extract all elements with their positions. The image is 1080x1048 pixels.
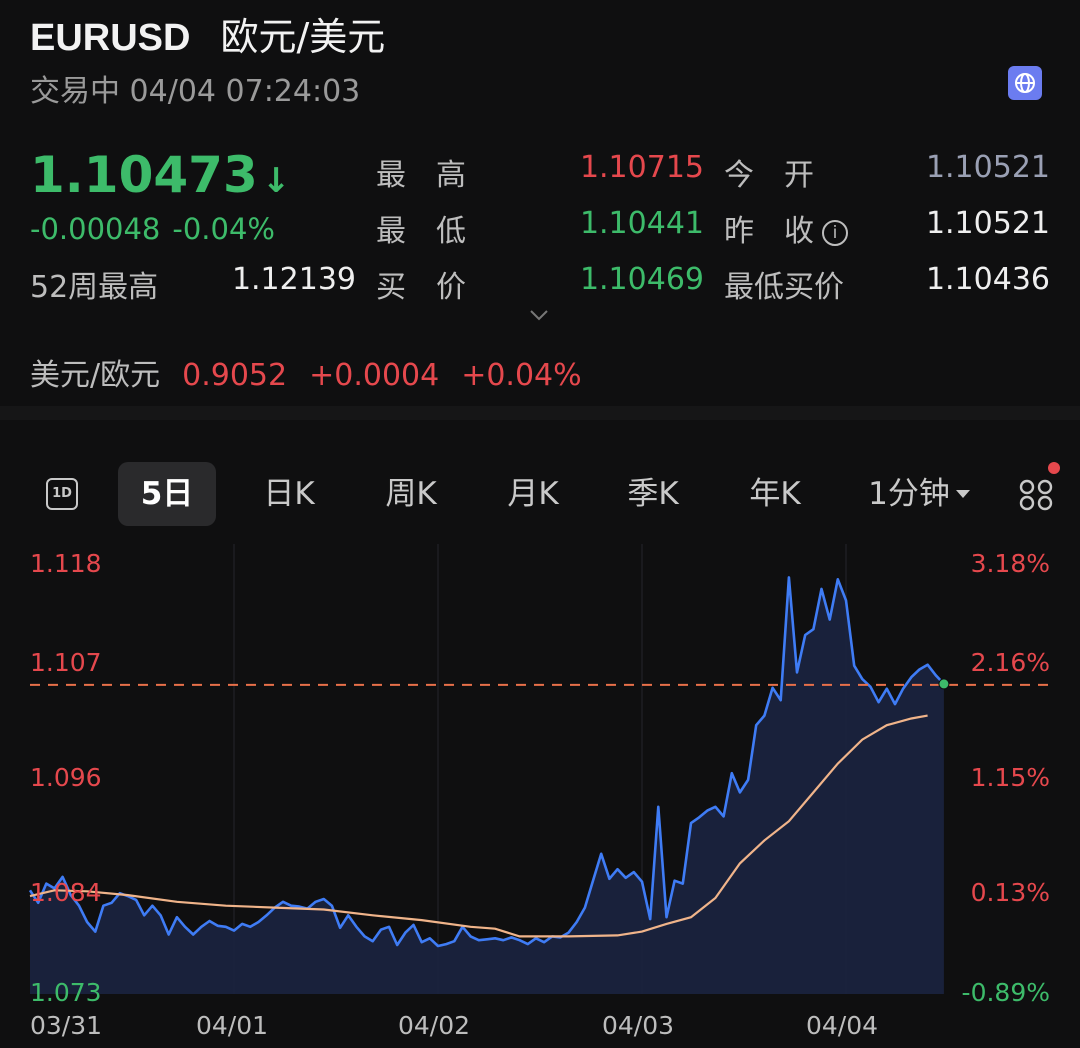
min-bid-value: 1.10436 <box>925 262 1050 297</box>
low-value: 1.10441 <box>579 206 704 241</box>
change-value: -0.00048 <box>30 212 161 246</box>
open-value: 1.10521 <box>925 150 1050 185</box>
last-price: 1.10473 ↓ <box>30 146 290 204</box>
price-area-fill <box>30 577 944 994</box>
instrument-title: EURUSD 欧元/美元 <box>30 6 385 61</box>
instrument-name: 欧元/美元 <box>220 15 386 59</box>
right-axis-tick: 2.16% <box>971 648 1050 677</box>
week52-high-label: 52周最高 <box>30 270 159 305</box>
down-arrow-icon: ↓ <box>261 161 291 201</box>
left-axis-tick: 1.118 <box>30 549 102 578</box>
chevron-down-icon[interactable] <box>528 308 550 322</box>
chart-period-tabs: 1D 5日 日K 周K 月K 季K 年K 1分钟 <box>30 462 1060 526</box>
x-axis-tick: 04/03 <box>602 1011 674 1040</box>
inverse-change-percent: +0.04% <box>461 358 582 393</box>
quote-panel: 1.10473 ↓ -0.00048 -0.04% 最 高 1.10715 今 开 … <box>30 140 1060 320</box>
notification-dot <box>1048 462 1060 474</box>
section-divider <box>0 406 1080 420</box>
x-axis-tick: 04/01 <box>196 1011 268 1040</box>
x-axis-tick: 03/31 <box>30 1011 102 1040</box>
right-axis-tick: 0.13% <box>971 878 1050 907</box>
price-series-line <box>28 576 945 948</box>
info-icon[interactable]: i <box>822 220 848 246</box>
interval-label: 1分钟 <box>868 476 950 512</box>
bid-label: 买 价 <box>376 270 466 305</box>
interval-dropdown[interactable]: 1分钟 <box>854 462 984 526</box>
inverse-change: +0.0004 <box>309 358 440 393</box>
prev-close-value: 1.10521 <box>925 206 1050 241</box>
high-value: 1.10715 <box>579 150 704 185</box>
caret-down-icon <box>955 490 970 498</box>
x-axis-tick: 04/02 <box>398 1011 470 1040</box>
low-label: 最 低 <box>376 214 466 249</box>
average-series-line <box>29 714 928 938</box>
inverse-pair-label: 美元/欧元 <box>30 358 161 393</box>
min-bid-label: 最低买价 <box>724 270 844 305</box>
tab-weekly-k[interactable]: 周K <box>385 476 437 512</box>
left-axis-tick: 1.096 <box>30 763 102 792</box>
grid-icon[interactable] <box>1018 476 1054 512</box>
left-axis-tick: 1.073 <box>30 978 102 1007</box>
left-axis-tick: 1.107 <box>30 648 102 677</box>
last-price-value: 1.10473 <box>30 146 258 204</box>
week52-high-value: 1.12139 <box>231 262 356 297</box>
open-label: 今 开 <box>724 158 814 193</box>
price-change: -0.00048 -0.04% <box>30 212 275 246</box>
tab-yearly-k[interactable]: 年K <box>749 476 801 512</box>
trading-status: 交易中 04/04 07:24:03 <box>30 74 361 109</box>
globe-icon[interactable] <box>1008 66 1042 100</box>
quote-header: EURUSD 欧元/美元 交易中 04/04 07:24:03 <box>30 0 1060 110</box>
right-axis-tick: 1.15% <box>971 763 1050 792</box>
tab-1d[interactable]: 1D <box>46 478 78 510</box>
high-label: 最 高 <box>376 158 466 193</box>
inverse-pair-row[interactable]: 美元/欧元 0.9052 +0.0004 +0.04% <box>30 350 582 394</box>
tab-5day[interactable]: 5日 <box>118 462 216 526</box>
last-price-dot <box>938 678 950 690</box>
price-chart[interactable]: 1.118 1.107 1.096 1.084 1.073 3.18% 2.16% 1.15… <box>0 540 1080 1048</box>
left-axis-tick: 1.084 <box>30 878 102 907</box>
tab-monthly-k[interactable]: 月K <box>507 476 559 512</box>
bid-value: 1.10469 <box>579 262 704 297</box>
inverse-price: 0.9052 <box>182 358 288 393</box>
prev-close-text: 昨 收 <box>724 214 814 249</box>
change-percent: -0.04% <box>172 212 275 246</box>
x-axis-tick: 04/04 <box>806 1011 878 1040</box>
symbol-label: EURUSD <box>30 17 191 59</box>
tab-quarterly-k[interactable]: 季K <box>627 476 679 512</box>
right-axis-tick: 3.18% <box>971 549 1050 578</box>
tab-daily-k[interactable]: 日K <box>263 476 315 512</box>
right-axis-tick: -0.89% <box>962 978 1050 1007</box>
